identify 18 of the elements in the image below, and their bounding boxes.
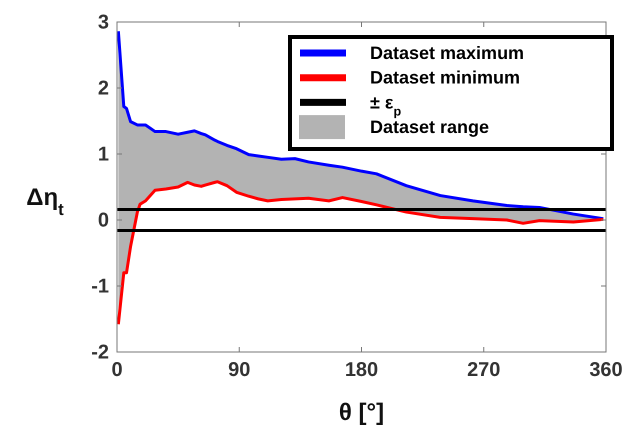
legend-label: Dataset maximum: [370, 43, 524, 63]
annotation: Dataset range: [370, 117, 490, 138]
x-tick-label: 90: [228, 359, 250, 382]
legend-label: Dataset minimum: [370, 68, 520, 88]
y-tick-label: 2: [98, 77, 109, 100]
y-tick-label: 0: [98, 209, 109, 232]
y-axis-title: Δη$_{t}$: [26, 184, 64, 218]
x-tick-label: 180: [344, 359, 378, 382]
y-tick-label: 1: [98, 143, 109, 166]
y-tick-label: -2: [91, 341, 109, 364]
y-tick-label: 3: [98, 11, 109, 34]
y-tick-label: -1: [91, 275, 109, 298]
x-axis-title: θ [°]: [338, 399, 384, 426]
x-tick-label: 360: [589, 359, 623, 382]
line-series: [116, 180, 605, 326]
legend-label: ± ε$_{p}$: [370, 92, 402, 118]
line-series: [116, 30, 605, 220]
x-tick-label: 270: [467, 359, 500, 382]
